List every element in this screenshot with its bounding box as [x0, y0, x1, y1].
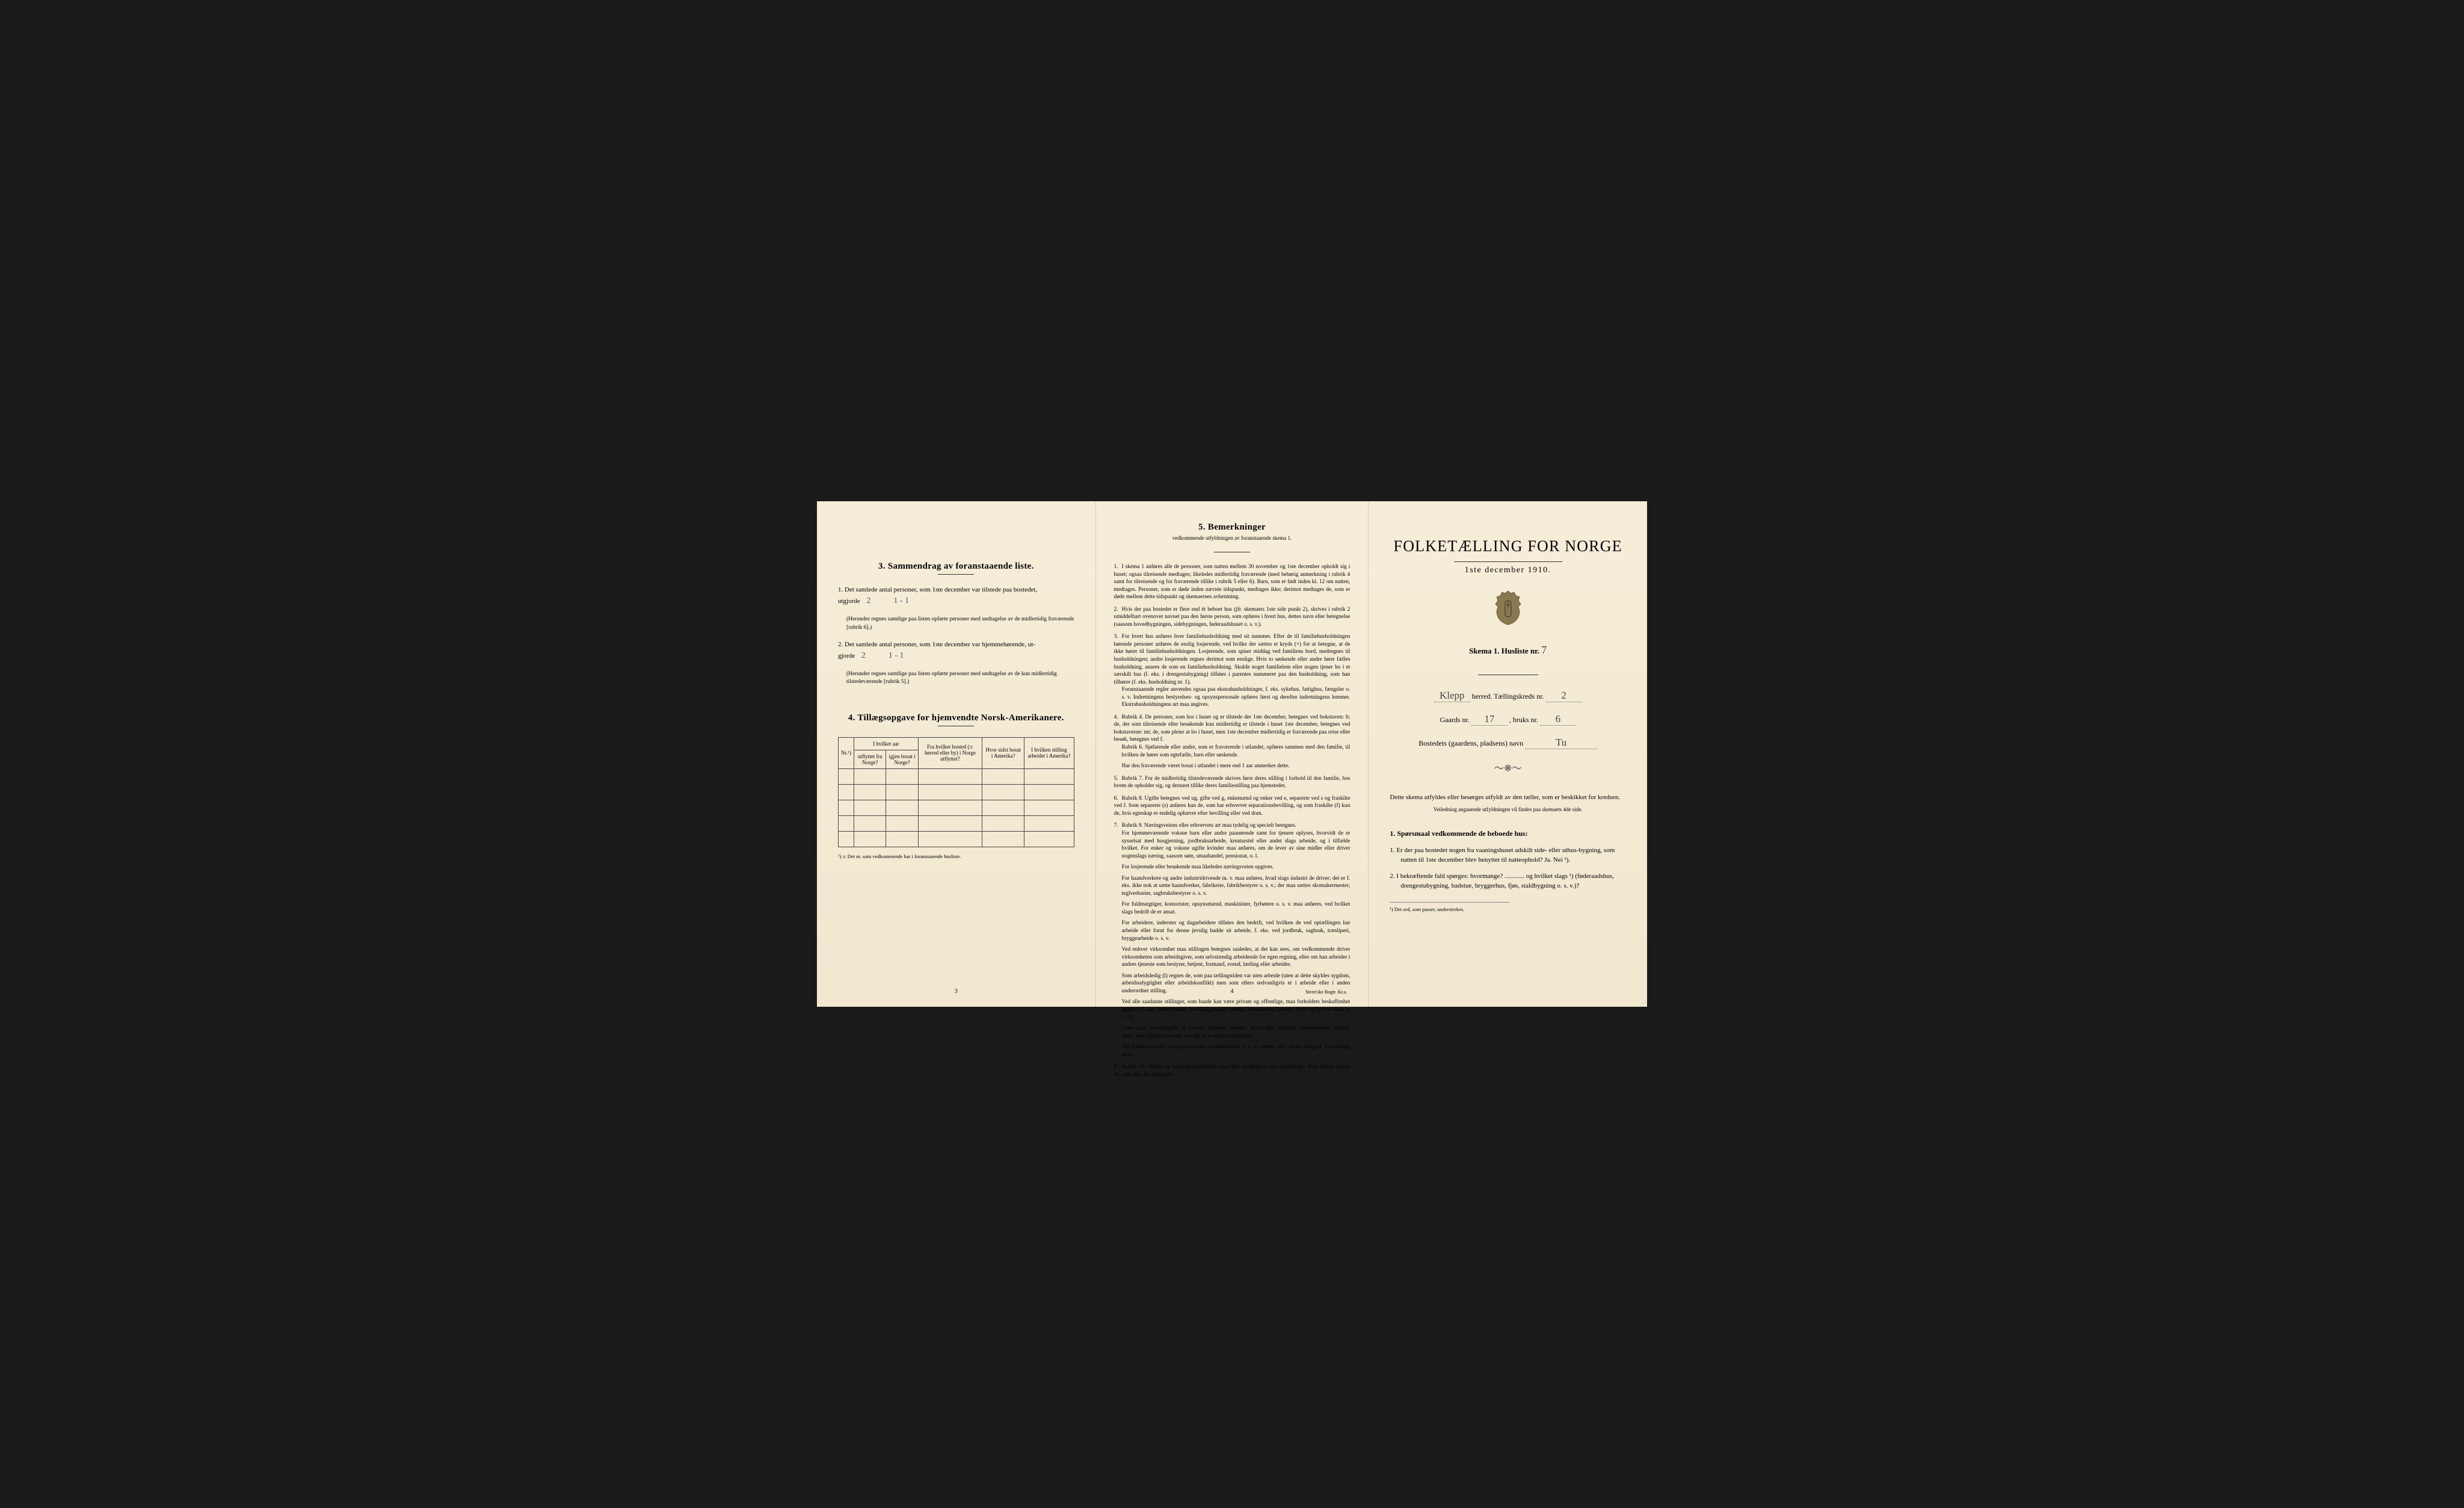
th-where: Hvor sidst bosat i Amerika? — [982, 737, 1024, 768]
table-row — [839, 815, 1074, 831]
kreds-number: 2 — [1546, 690, 1582, 702]
skema-line: Skema 1. Husliste nr. 7 — [1390, 644, 1626, 657]
r7-p8: Lever man hovedsagelig av formue, pensio… — [1122, 1025, 1351, 1040]
question-2: 2. I bekræftende fald spørges: hvormange… — [1390, 871, 1626, 891]
gaard-number: 17 — [1471, 713, 1508, 726]
gaard-label: Gaards nr. — [1440, 715, 1470, 724]
r7-p2: For haandverkere og andre industridriven… — [1122, 875, 1351, 898]
r7-p3: For fuldmægtiger, kontorister, opsynsmæn… — [1122, 901, 1351, 916]
r7-p0: For hjemmeværende voksne barn eller andr… — [1122, 830, 1351, 860]
section-3-title: 3. Sammendrag av foranstaaende liste. — [838, 561, 1074, 572]
bruks-number: 6 — [1540, 713, 1576, 726]
right-footnote: ¹) Det ord, som passer, understrekes. — [1390, 902, 1510, 912]
item1-breakdown: 1 - 1 — [889, 596, 914, 605]
question-1: 1. Er der paa bostedet nogen fra vaaning… — [1390, 845, 1626, 865]
item2-note: (Herunder regnes samtlige paa listen opf… — [846, 670, 1074, 687]
coat-of-arms-icon — [1493, 590, 1523, 626]
bosted-line: Bostedets (gaardens, pladsens) navn Tu — [1390, 737, 1626, 749]
bosted-label: Bostedets (gaardens, pladsens) navn — [1418, 739, 1523, 747]
remarks-list: 1.I skema 1 anføres alle de personer, so… — [1114, 563, 1351, 1078]
page-number: 4 — [1231, 988, 1234, 995]
remark-6: Rubrik 8. Ugifte betegnes ved ug, gifte … — [1114, 796, 1351, 817]
question-heading: 1. Spørsmaal vedkommende de beboede hus: — [1390, 829, 1626, 838]
remark-5: Rubrik 7. For de midlertidig tilstedevær… — [1114, 776, 1351, 790]
r7-p4: For arbeidere, inderster og dagarbeidere… — [1122, 919, 1351, 942]
emigrant-table: Nr.¹) I hvilket aar Fra hvilket bosted (… — [838, 737, 1074, 847]
r7-p1: For losjerende eller besøkende maa likel… — [1122, 864, 1351, 871]
remark-3-extra: Foranstaaende regler anvendes ogsaa paa … — [1122, 686, 1351, 709]
table-footnote: ¹) ɔ: Det nr. som vedkommende har i fora… — [838, 853, 1074, 859]
document-spread: 3. Sammendrag av foranstaaende liste. 1.… — [817, 501, 1647, 1007]
instruction-sub: Veiledning angaaende utfyldningen vil fi… — [1390, 806, 1626, 812]
table-row — [839, 768, 1074, 784]
item1-note: (Herunder regnes samtlige paa listen opf… — [846, 616, 1074, 632]
section-4-title: 4. Tillægsopgave for hjemvendte Norsk-Am… — [838, 713, 1074, 723]
herred-name: Klepp — [1434, 690, 1470, 702]
page-title: FOLKETÆLLING FOR NORGE 1ste december 191… — [1369, 501, 1647, 1007]
section-5-subtitle: vedkommende utfyldningen av foranstaaend… — [1114, 535, 1351, 541]
page-4: 5. Bemerkninger vedkommende utfyldningen… — [1096, 501, 1369, 1007]
printer-imprint: Steen'ske Bogtr. Kr.a. — [1305, 989, 1347, 995]
bosted-name: Tu — [1525, 737, 1597, 749]
r7-p9: For forhenværende næringsdrivende, embed… — [1122, 1043, 1351, 1058]
page-3: 3. Sammendrag av foranstaaende liste. 1.… — [817, 501, 1096, 1007]
remark-4: Rubrik 4. De personer, som bor i huset o… — [1114, 714, 1351, 743]
table-row — [839, 831, 1074, 847]
item2-breakdown: 1 - 1 — [884, 651, 909, 660]
skema-label: Skema 1. Husliste nr. — [1469, 646, 1539, 655]
th-from: Fra hvilket bosted (ɔ: herred eller by) … — [918, 737, 982, 768]
remark-7: Rubrik 9. Næringsveiens eller erhvervets… — [1122, 823, 1296, 829]
herred-line: Klepp herred. Tællingskreds nr. 2 — [1390, 690, 1626, 702]
th-occupation: I hvilken stilling arbeidet i Amerika? — [1024, 737, 1074, 768]
section-5-title: 5. Bemerkninger — [1114, 522, 1351, 533]
item1-count: 2 — [861, 596, 875, 605]
item2-count: 2 — [857, 651, 870, 660]
table-row — [839, 800, 1074, 815]
census-title: FOLKETÆLLING FOR NORGE — [1390, 537, 1626, 555]
th-nr: Nr.¹) — [839, 737, 854, 768]
remark-2: Hvis der paa bostedet er flere end ét be… — [1114, 607, 1351, 628]
remark-8: Rubrik 14. Sinker og lignende aandssløve… — [1114, 1064, 1351, 1078]
instruction-text: Dette skema utfyldes eller besørges utfy… — [1390, 793, 1626, 803]
remark-1: I skema 1 anføres alle de personer, som … — [1114, 564, 1351, 600]
th-emigrated: utflyttet fra Norge? — [854, 750, 886, 768]
r7-p5: Ved enhver virksomhet maa stillingen bet… — [1122, 946, 1351, 969]
item1-line2: utgjorde — [838, 598, 860, 605]
rubrik-6: Rubrik 6. Sjøfarende eller andre, som er… — [1122, 744, 1351, 759]
summary-item-2: 2. Det samlede antal personer, som 1ste … — [838, 640, 1074, 662]
th-year: I hvilket aar — [854, 737, 918, 750]
item2-text: 2. Det samlede antal personer, som 1ste … — [838, 641, 1035, 648]
page-number: 3 — [955, 988, 958, 995]
husliste-number: 7 — [1541, 644, 1547, 656]
flourish-icon: ～❋～ — [1390, 760, 1626, 774]
remark-3: For hvert hus anføres hver familiehushol… — [1114, 634, 1351, 685]
r7-p7: Ved alle saadanne stillinger, som baade … — [1122, 998, 1351, 1021]
rubrik-6b: Har den fraværende været bosat i utlande… — [1122, 762, 1351, 770]
herred-label: herred. Tællingskreds nr. — [1472, 692, 1544, 700]
census-date: 1ste december 1910. — [1390, 566, 1626, 575]
gaard-line: Gaards nr. 17 , bruks nr. 6 — [1390, 713, 1626, 726]
th-returned: igjen bosat i Norge? — [886, 750, 918, 768]
item2-line2: gjorde — [838, 652, 855, 660]
table-row — [839, 784, 1074, 800]
bruks-label: , bruks nr. — [1509, 715, 1538, 724]
item1-text: 1. Det samlede antal personer, som 1ste … — [838, 586, 1037, 593]
divider — [938, 574, 974, 575]
summary-item-1: 1. Det samlede antal personer, som 1ste … — [838, 586, 1074, 607]
